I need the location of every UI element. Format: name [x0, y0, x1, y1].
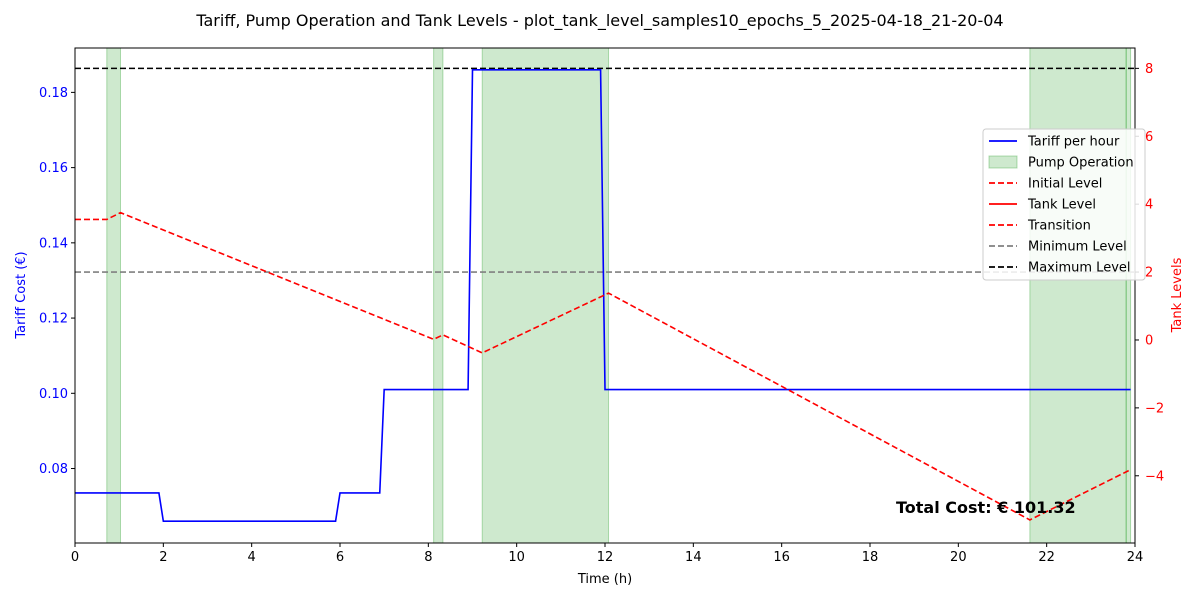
y-right-tick-label: 4	[1145, 198, 1153, 213]
legend-label: Transition	[1027, 219, 1091, 234]
tank-level-line	[75, 211, 1131, 521]
y-right-tick-label: 0	[1145, 333, 1153, 348]
x-tick-label: 0	[71, 550, 79, 565]
x-axis-title: Time (h)	[577, 572, 632, 587]
y-right-tick-label: 8	[1145, 62, 1153, 77]
x-tick-label: 2	[159, 550, 167, 565]
y-left-tick-label: 0.16	[39, 161, 68, 176]
x-tick-label: 14	[685, 550, 702, 565]
legend-label: Tariff per hour	[1027, 135, 1120, 150]
legend-label: Minimum Level	[1028, 240, 1127, 255]
x-axis: 0 2 4 6 8 10 12 14 16 18 20 22 24	[71, 543, 1143, 565]
chart-title: Tariff, Pump Operation and Tank Levels -…	[195, 11, 1003, 31]
y-right-tick-label: −4	[1145, 469, 1164, 484]
y-left-tick-label: 0.14	[39, 236, 68, 251]
pump-operation-span	[1029, 47, 1127, 544]
x-tick-label: 18	[862, 550, 879, 565]
pump-operation-span	[481, 47, 610, 544]
x-tick-label: 6	[336, 550, 344, 565]
y-axis-left: 0.08 0.10 0.12 0.14 0.16 0.18	[39, 86, 75, 477]
y-right-tick-label: 6	[1145, 130, 1153, 145]
legend: Tariff per hour Pump Operation Initial Lev…	[982, 128, 1146, 281]
legend-box	[982, 128, 1146, 281]
y-left-tick-label: 0.08	[39, 462, 68, 477]
legend-label: Tank Level	[1027, 198, 1096, 213]
legend-label: Maximum Level	[1028, 261, 1131, 276]
legend-label: Pump Operation	[1028, 156, 1134, 171]
y-axis-left-title: Tariff Cost (€)	[14, 251, 29, 339]
pump-operation-span	[1125, 47, 1132, 544]
y-right-tick-label: −2	[1145, 401, 1164, 416]
legend-swatch	[988, 155, 1018, 169]
x-tick-label: 24	[1127, 550, 1144, 565]
pump-operation-span	[106, 47, 121, 544]
pump-operation-span	[433, 47, 444, 544]
y-axis-right: −4 −2 0 2 4 6 8	[1135, 62, 1164, 484]
y-left-tick-label: 0.10	[39, 387, 68, 402]
y-right-tick-label: 2	[1145, 266, 1153, 281]
x-tick-label: 22	[1038, 550, 1055, 565]
y-left-tick-label: 0.18	[39, 86, 68, 101]
x-tick-label: 10	[508, 550, 525, 565]
tank-level-layer	[75, 211, 1131, 521]
x-tick-label: 4	[248, 550, 256, 565]
x-tick-label: 20	[950, 550, 967, 565]
legend-label: Initial Level	[1028, 177, 1102, 192]
y-axis-right-title: Tank Levels	[1170, 257, 1185, 333]
total-cost-annotation: Total Cost: € 101.32	[896, 498, 1076, 517]
x-tick-label: 12	[597, 550, 614, 565]
reference-lines-layer	[75, 67, 1135, 273]
pump-operation-layer	[106, 47, 1132, 544]
x-tick-label: 16	[773, 550, 790, 565]
y-left-tick-label: 0.12	[39, 312, 68, 327]
tariff-layer	[75, 69, 1131, 522]
tariff-line	[75, 69, 1131, 522]
x-tick-label: 8	[424, 550, 432, 565]
